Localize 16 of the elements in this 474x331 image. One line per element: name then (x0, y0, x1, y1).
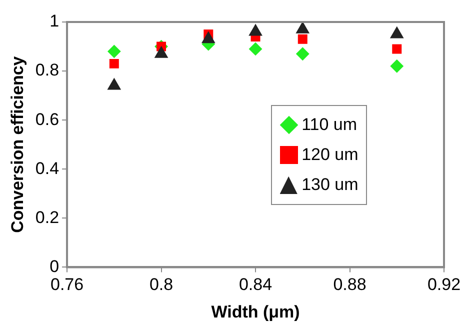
y-tick-label: 0.6 (35, 110, 60, 129)
y-tick-label: 0.8 (35, 60, 60, 80)
x-tick-label: 0.88 (333, 275, 366, 294)
y-tick-label: 0.4 (35, 158, 60, 178)
legend-label: 130 um (302, 175, 358, 196)
x-axis-title: Width (μm) (211, 302, 300, 322)
y-tick-label: 0.2 (35, 208, 60, 227)
legend-label: 110 um (302, 115, 358, 136)
x-tick-label: 0.76 (50, 275, 84, 294)
y-tick-label: 1 (50, 12, 60, 31)
legend-label: 120 um (302, 145, 358, 166)
x-tick-label: 0.92 (427, 275, 461, 294)
y-tick-label: 0 (50, 256, 60, 276)
x-tick-label: 0.8 (149, 275, 174, 294)
x-tick-label: 0.84 (238, 275, 272, 294)
y-axis-title: Conversion efficiency (8, 56, 27, 233)
